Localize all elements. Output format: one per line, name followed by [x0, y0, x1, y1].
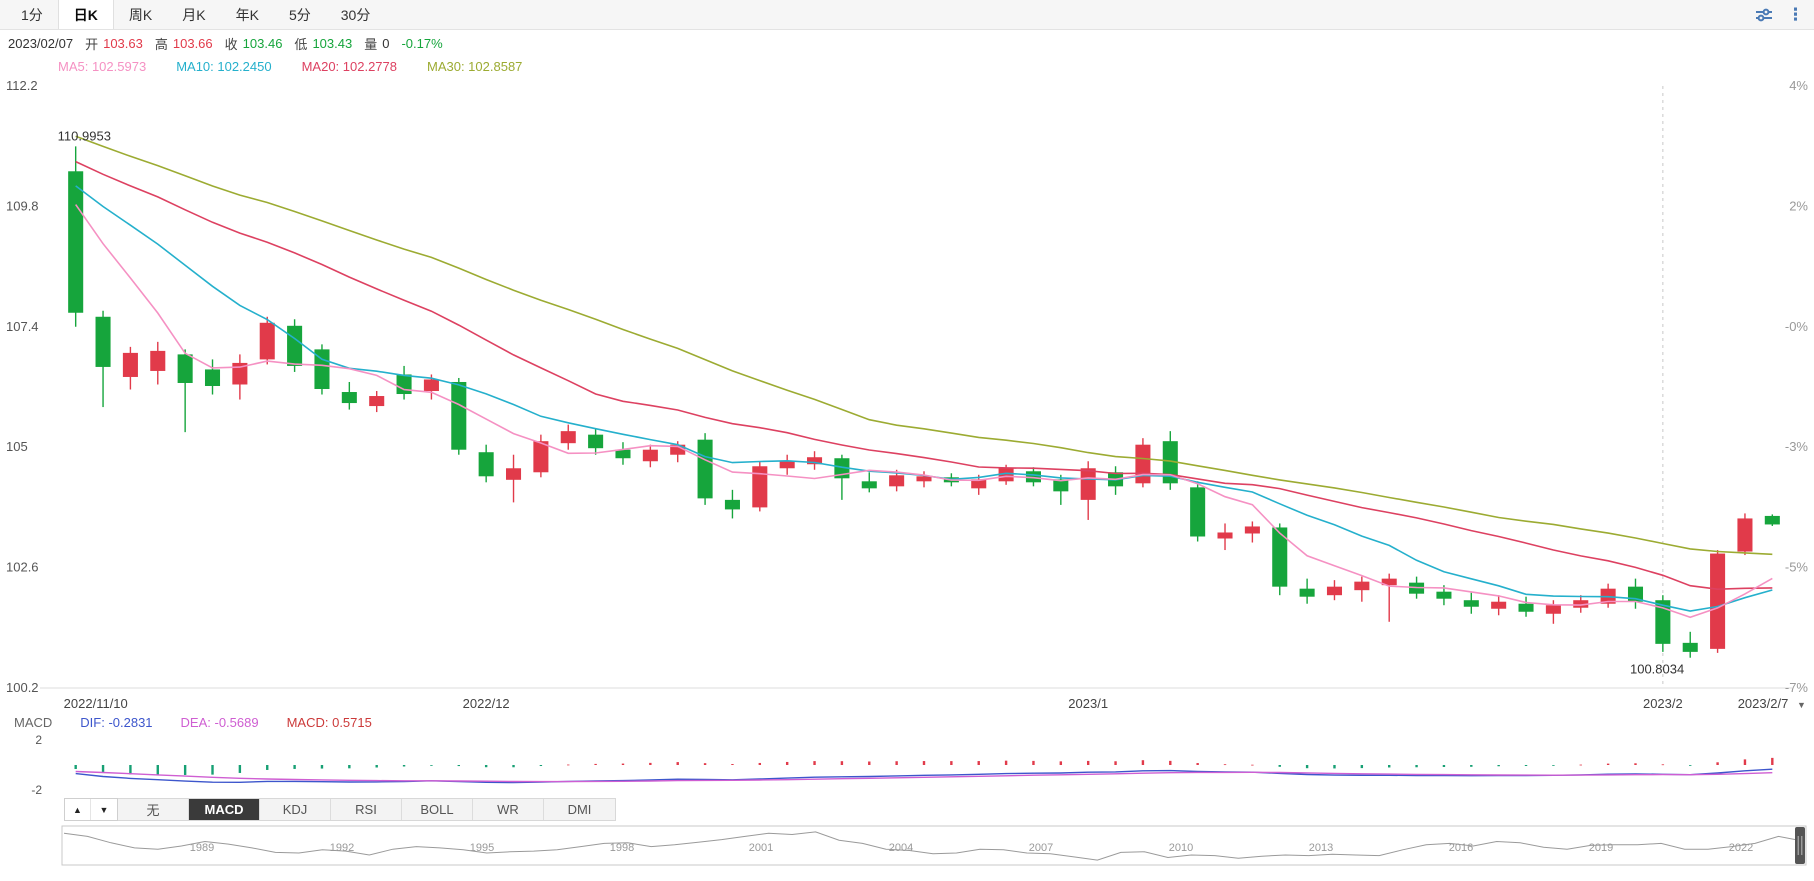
svg-text:2023/2/7: 2023/2/7 [1738, 696, 1789, 711]
svg-text:2019: 2019 [1589, 842, 1613, 854]
quote-high: 高 103.66 [154, 35, 213, 52]
x-axis-labels: 2022/11/10 2022/12 2023/1 2023/2 2023/2/7 [64, 696, 1789, 711]
indicator-tab-none[interactable]: 无 [118, 799, 189, 820]
tab-1min[interactable]: 1分 [21, 6, 43, 23]
ma5-legend: MA5: 102.5973 [58, 58, 147, 74]
indicator-panel-down-button[interactable]: ▼ [91, 799, 117, 820]
percent-axis-labels: 4% 2% -0% -3% -5% -7% [1785, 78, 1809, 695]
svg-text:2%: 2% [1789, 198, 1808, 213]
indicator-bar: ▲ ▼ 无 MACD KDJ RSI BOLL WR DMI [64, 798, 616, 821]
svg-text:109.8: 109.8 [6, 198, 39, 213]
ma5-line [75, 204, 1773, 619]
x-axis-end-marker: ▼ [1797, 700, 1806, 710]
navigator-slider-handle[interactable] [1795, 827, 1805, 864]
svg-text:2022: 2022 [1729, 842, 1753, 854]
indicator-panel-up-button[interactable]: ▲ [65, 799, 91, 820]
ma10-line [75, 185, 1773, 612]
quote-change-percent: -0.17% [401, 35, 443, 51]
navigator-year-labels: 1989 1992 1995 1998 2001 2004 2007 2010 2013 2016… [190, 842, 1753, 854]
svg-text:2010: 2010 [1169, 842, 1193, 854]
tab-weekly-k[interactable]: 周K [128, 6, 153, 23]
svg-text:2004: 2004 [889, 842, 913, 854]
more-vertical-icon[interactable]: ⋮ [1787, 5, 1804, 24]
indicator-tab-kdj[interactable]: KDJ [260, 799, 331, 820]
quote-close: 收 103.46 [224, 35, 283, 52]
svg-text:-7%: -7% [1785, 680, 1809, 695]
dif-value: DIF: -0.2831 [80, 714, 153, 730]
dif-line [75, 768, 1773, 784]
quote-info-bar: 2023/02/07 开 103.63 高 103.66 收 103.46 低 103.… [0, 30, 1814, 56]
tab-30min[interactable]: 30分 [340, 6, 371, 23]
navigator-frame [61, 825, 1807, 866]
macd-indicator-chart[interactable]: 2 -2 [0, 732, 1814, 798]
svg-text:112.2: 112.2 [6, 78, 38, 93]
svg-text:1989: 1989 [190, 842, 214, 854]
main-candlestick-chart[interactable]: 112.2 109.8 107.4 105 102.6 100.2 4% 2% -0% -3% -5… [0, 76, 1814, 716]
svg-text:2022/11/10: 2022/11/10 [64, 696, 128, 711]
svg-text:-3%: -3% [1785, 439, 1809, 454]
svg-text:2001: 2001 [749, 842, 773, 854]
svg-text:-0%: -0% [1785, 319, 1809, 334]
svg-text:1992: 1992 [330, 842, 354, 854]
candles [68, 146, 1780, 658]
svg-text:2013: 2013 [1309, 842, 1333, 854]
navigator-series-line [63, 831, 1803, 861]
period-toolbar: 1分 日K 周K 月K 年K 5分 30分 ⋮ [0, 0, 1814, 30]
indicator-tab-boll[interactable]: BOLL [402, 799, 473, 820]
history-navigator[interactable]: 1989 1992 1995 1998 2001 2004 2007 2010 2013 2016… [0, 824, 1814, 868]
svg-text:100.8034: 100.8034 [1630, 662, 1684, 677]
tab-yearly-k[interactable]: 年K [235, 6, 259, 23]
svg-text:2007: 2007 [1029, 842, 1053, 854]
quote-low: 低 103.43 [294, 35, 353, 52]
tab-5min[interactable]: 5分 [288, 6, 311, 23]
y-axis-labels: 112.2 109.8 107.4 105 102.6 100.2 [6, 78, 39, 695]
indicator-tabs: 无 MACD KDJ RSI BOLL WR DMI [118, 798, 616, 821]
svg-text:2023/2: 2023/2 [1643, 696, 1683, 711]
ma-legend: MA5: 102.5973 MA10: 102.2450 MA20: 102.2… [58, 56, 522, 76]
svg-text:2: 2 [35, 733, 42, 747]
high-annotation: 110.9953 [58, 128, 111, 143]
ma20-legend: MA20: 102.2778 [301, 58, 397, 74]
indicator-tab-rsi[interactable]: RSI [331, 799, 402, 820]
ma30-legend: MA30: 102.8587 [427, 58, 523, 74]
indicator-tab-wr[interactable]: WR [473, 799, 544, 820]
indicator-tab-dmi[interactable]: DMI [544, 799, 615, 820]
svg-text:2022/12: 2022/12 [463, 696, 510, 711]
indicator-arrow-box: ▲ ▼ [64, 798, 118, 821]
macd-value: MACD: 0.5715 [286, 714, 372, 730]
low-annotation: 100.8034 [1630, 662, 1684, 677]
svg-text:-5%: -5% [1785, 560, 1809, 575]
quote-date: 2023/02/07 [8, 35, 74, 51]
svg-text:4%: 4% [1789, 78, 1808, 93]
svg-text:1998: 1998 [610, 842, 634, 854]
indicator-tab-macd[interactable]: MACD [189, 799, 260, 820]
ma30-line [75, 135, 1773, 556]
macd-y-axis-labels: 2 -2 [31, 733, 42, 797]
svg-text:2016: 2016 [1449, 842, 1473, 854]
svg-text:100.2: 100.2 [6, 680, 39, 695]
tab-daily-k[interactable]: 日K [57, 0, 114, 29]
svg-text:-2: -2 [31, 783, 42, 797]
toolbar-icons: ⋮ [1755, 0, 1814, 29]
svg-text:102.6: 102.6 [6, 560, 39, 575]
macd-histogram [74, 757, 1774, 775]
svg-text:2023/1: 2023/1 [1068, 696, 1108, 711]
ma10-legend: MA10: 102.2450 [176, 58, 272, 74]
svg-text:1995: 1995 [470, 842, 494, 854]
svg-text:107.4: 107.4 [6, 319, 39, 334]
macd-title: MACD [14, 714, 53, 730]
dea-line [75, 770, 1773, 783]
dea-value: DEA: -0.5689 [180, 714, 259, 730]
macd-legend: MACD DIF: -0.2831 DEA: -0.5689 MACD: 0.5… [14, 714, 372, 730]
tab-monthly-k[interactable]: 月K [182, 6, 206, 23]
quote-open: 开 103.63 [85, 35, 143, 52]
svg-text:105: 105 [6, 439, 28, 454]
svg-text:110.9953: 110.9953 [58, 128, 111, 143]
ma20-line [75, 160, 1773, 591]
chart-settings-icon[interactable] [1755, 6, 1773, 24]
